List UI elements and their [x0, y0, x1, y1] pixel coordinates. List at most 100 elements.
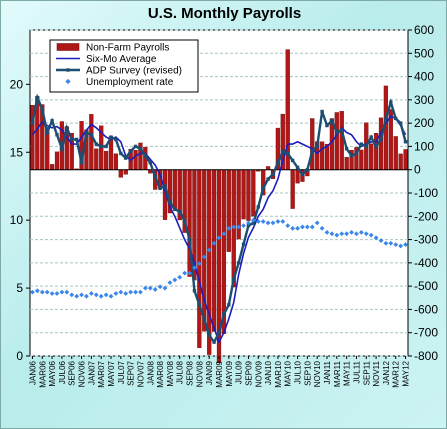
legend-label: Non-Farm Payrolls [86, 43, 169, 54]
unemployment-point [123, 291, 129, 296]
left-tick-label: 0 [16, 349, 23, 363]
unemployment-point [98, 293, 104, 299]
x-tick-label: NOV06 [78, 360, 87, 387]
unemployment-point [84, 293, 89, 299]
adp-point [290, 158, 295, 163]
adp-point [276, 161, 280, 165]
unemployment-point [324, 229, 330, 235]
adp-point [344, 147, 349, 151]
unemployment-point [113, 291, 119, 296]
unemployment-point [147, 285, 153, 291]
unemployment-point [373, 235, 379, 241]
payroll-bar [246, 169, 251, 221]
x-tick-label: JAN08 [146, 360, 155, 385]
adp-point [187, 237, 192, 242]
payroll-bar [241, 169, 246, 220]
left-tick-label: 10 [10, 213, 24, 227]
x-tick-label: JUL11 [352, 360, 361, 383]
right-tick-label: -700 [414, 326, 438, 340]
unemployment-point [39, 289, 45, 295]
adp-point [403, 140, 408, 144]
adp-point [143, 154, 148, 158]
unemployment-point [93, 292, 99, 298]
left-tick-label: 15 [10, 145, 24, 159]
right-tick-label: 200 [414, 116, 434, 130]
unemployment-point [196, 261, 202, 267]
adp-point [286, 151, 290, 156]
x-tick-label: MAR10 [274, 360, 283, 387]
payroll-bar [393, 136, 398, 170]
adp-point [207, 333, 211, 337]
adp-point [158, 186, 162, 191]
unemployment-point [300, 224, 305, 230]
adp-point [217, 331, 221, 335]
x-tick-label: SEP10 [303, 360, 312, 385]
payroll-bar [54, 151, 60, 170]
adp-point [256, 205, 260, 209]
x-tick-label: NOV09 [254, 360, 263, 387]
x-tick-label: MAR07 [97, 360, 106, 387]
payroll-bar [319, 141, 325, 170]
unemployment-point [231, 224, 237, 230]
x-tick-label: MAR11 [333, 360, 342, 387]
adp-point [251, 221, 256, 225]
adp-point [119, 151, 123, 156]
right-tick-label: -600 [414, 302, 438, 316]
adp-point [300, 172, 305, 177]
payroll-bar [334, 112, 339, 170]
x-tick-label: JAN11 [323, 360, 332, 384]
adp-point [379, 137, 383, 142]
x-tick-label: NOV07 [136, 360, 145, 387]
adp-point [310, 149, 314, 153]
unemployment-point [265, 220, 271, 226]
payroll-bar [359, 149, 364, 170]
x-tick-label: JUL08 [176, 360, 185, 384]
unemployment-point [138, 289, 143, 295]
unemployment-point [167, 280, 173, 286]
x-tick-label: JAN06 [28, 360, 37, 385]
adp-point [65, 126, 69, 130]
adp-point [359, 142, 364, 146]
right-tick-label: 0 [414, 163, 421, 177]
payroll-bar [369, 143, 374, 170]
x-tick-label: MAY11 [343, 360, 352, 386]
payroll-bar [290, 169, 295, 209]
x-tick-label: MAR12 [392, 360, 401, 387]
x-tick-label: JAN10 [264, 360, 273, 385]
unemployment-point [74, 293, 80, 299]
x-tick-label: MAY10 [284, 360, 293, 386]
adp-point [354, 151, 359, 156]
payroll-bar [295, 169, 300, 184]
adp-point [349, 154, 354, 158]
unemployment-point [128, 289, 134, 295]
unemployment-point [162, 285, 168, 291]
payroll-bar [118, 169, 123, 178]
payroll-bar [403, 149, 408, 170]
adp-point [246, 223, 251, 228]
x-tick-label: JUL09 [235, 360, 244, 384]
payroll-bar [197, 169, 202, 348]
adp-point [325, 123, 329, 128]
x-tick-label: SEP07 [127, 360, 136, 385]
payroll-bar [133, 150, 138, 170]
unemployment-point [280, 219, 286, 224]
unemployment-point [133, 289, 138, 295]
unemployment-point [177, 274, 183, 280]
adp-point [212, 340, 216, 344]
unemployment-point [206, 247, 212, 253]
adp-point [104, 144, 108, 149]
unemployment-point [285, 223, 291, 228]
adp-point [227, 303, 231, 307]
unemployment-point [79, 292, 84, 298]
adp-point [398, 121, 403, 125]
x-tick-label: JAN09 [205, 360, 214, 385]
x-tick-label: JAN07 [87, 360, 96, 385]
adp-point [94, 142, 98, 146]
unemployment-point [108, 293, 114, 299]
payroll-bar [202, 169, 207, 332]
unemployment-point [383, 240, 389, 246]
chart-title: U.S. Monthly Payrolls [147, 5, 302, 22]
unemployment-point [44, 289, 50, 295]
